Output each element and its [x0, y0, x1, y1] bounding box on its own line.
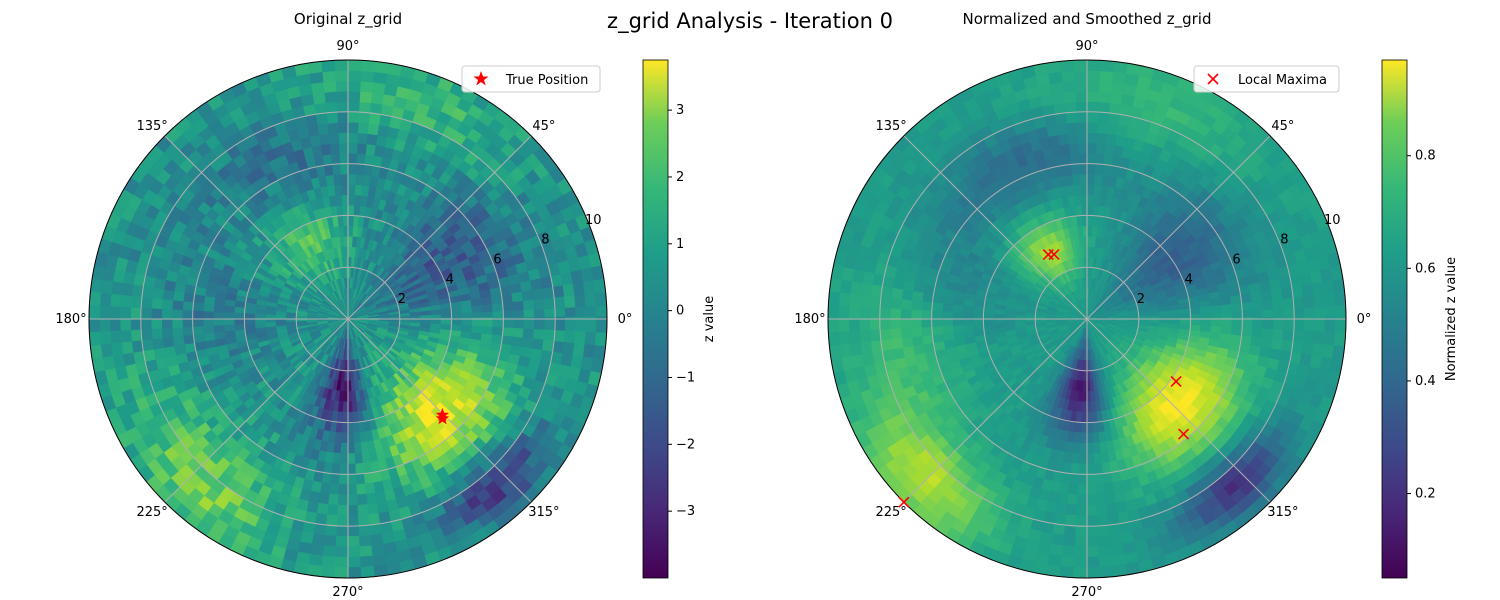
theta-tick-label: 270°	[332, 585, 363, 600]
colorbar-tick-label: 3	[676, 103, 684, 118]
left-legend: True Position	[461, 65, 601, 93]
r-tick-label: 10	[585, 213, 602, 228]
left-polar-panel: Original z_grid 0° 45° 90° 135° 180° 225° 270°…	[55, 10, 717, 600]
colorbar-tick-label: −3	[676, 504, 695, 519]
heatmap-cell	[89, 332, 91, 350]
colorbar-tick-label: 0	[676, 304, 684, 319]
right-chart-title: Normalized and Smoothed z_grid	[963, 10, 1212, 29]
heatmap-cell	[606, 316, 607, 334]
theta-tick-label: 135°	[136, 119, 167, 134]
left-colorbar: −3 −2 −1 0 1 2 3 z value	[642, 59, 717, 579]
theta-tick-label: 315°	[528, 505, 559, 520]
heatmap-cell	[605, 288, 607, 306]
heatmap-cell	[606, 302, 607, 320]
right-polar-panel: Normalized and Smoothed z_grid 0°45°90°1…	[794, 10, 1459, 600]
theta-tick-label: 180°	[55, 312, 86, 327]
left-polar-grid	[88, 59, 608, 579]
colorbar-tick-label: −1	[676, 370, 695, 385]
heatmap-cell	[361, 576, 379, 578]
heatmap-cell	[317, 60, 335, 62]
heatmap-cell	[89, 290, 91, 309]
heatmap-cell	[358, 60, 377, 62]
theta-tick-label: 0°	[618, 312, 633, 327]
r-tick-label: 4	[446, 272, 454, 287]
left-chart-title: Original z_grid	[294, 10, 402, 29]
colorbar-tick-label: 1	[676, 237, 684, 252]
r-tick-label: 6	[493, 253, 501, 268]
theta-tick-label: 225°	[136, 505, 167, 520]
heatmap-cell	[605, 329, 607, 348]
colorbar-tick-label: 2	[676, 170, 684, 185]
left-legend-label: True Position	[505, 73, 588, 88]
r-tick-label: 2	[398, 292, 406, 307]
theta-tick-label: 90°	[336, 39, 359, 54]
figure-suptitle: z_grid Analysis - Iteration 0	[607, 9, 893, 34]
left-colorbar-scale	[642, 59, 669, 579]
r-tick-label: 8	[541, 233, 549, 248]
theta-tick-label: 45°	[532, 119, 555, 134]
left-colorbar-ticks: −3 −2 −1 0 1 2 3	[668, 103, 695, 519]
left-colorbar-label: z value	[702, 296, 717, 342]
colorbar-tick-label: −2	[676, 437, 695, 452]
